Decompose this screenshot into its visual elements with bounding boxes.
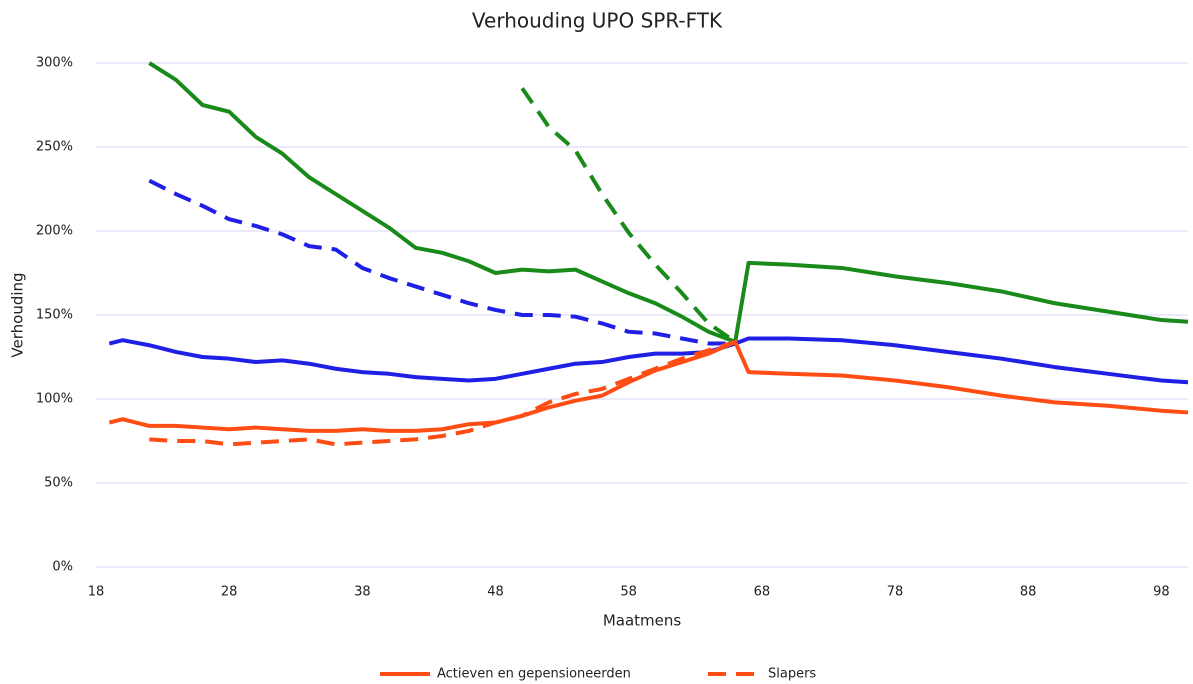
y-tick-label: 300% bbox=[36, 56, 73, 71]
x-axis-title: Maatmens bbox=[603, 612, 682, 630]
y-tick-label: 200% bbox=[36, 224, 73, 239]
x-tick-label: 78 bbox=[887, 585, 904, 600]
x-tick-label: 58 bbox=[620, 585, 637, 600]
x-tick-label: 88 bbox=[1020, 585, 1037, 600]
y-tick-label: 0% bbox=[52, 560, 73, 575]
x-tick-label: 98 bbox=[1153, 585, 1170, 600]
y-tick-label: 150% bbox=[36, 308, 73, 323]
x-tick-label: 18 bbox=[88, 585, 105, 600]
series-line bbox=[108, 339, 1189, 433]
x-tick-label: 28 bbox=[221, 585, 238, 600]
series-line bbox=[148, 61, 1189, 344]
series-line bbox=[148, 178, 736, 346]
y-tick-label: 50% bbox=[44, 476, 73, 491]
series-line bbox=[520, 87, 737, 344]
x-tick-label: 68 bbox=[754, 585, 771, 600]
y-tick-label: 100% bbox=[36, 392, 73, 407]
legend-label: Actieven en gepensioneerden bbox=[437, 667, 631, 682]
chart-title: Verhouding UPO SPR-FTK bbox=[472, 9, 723, 33]
x-tick-label: 48 bbox=[487, 585, 504, 600]
series-line bbox=[149, 339, 736, 447]
y-axis-title: Verhouding bbox=[9, 272, 27, 357]
legend-label: Slapers bbox=[768, 667, 816, 682]
series-line bbox=[108, 336, 1189, 385]
x-tick-label: 38 bbox=[354, 585, 371, 600]
y-tick-label: 250% bbox=[36, 140, 73, 155]
